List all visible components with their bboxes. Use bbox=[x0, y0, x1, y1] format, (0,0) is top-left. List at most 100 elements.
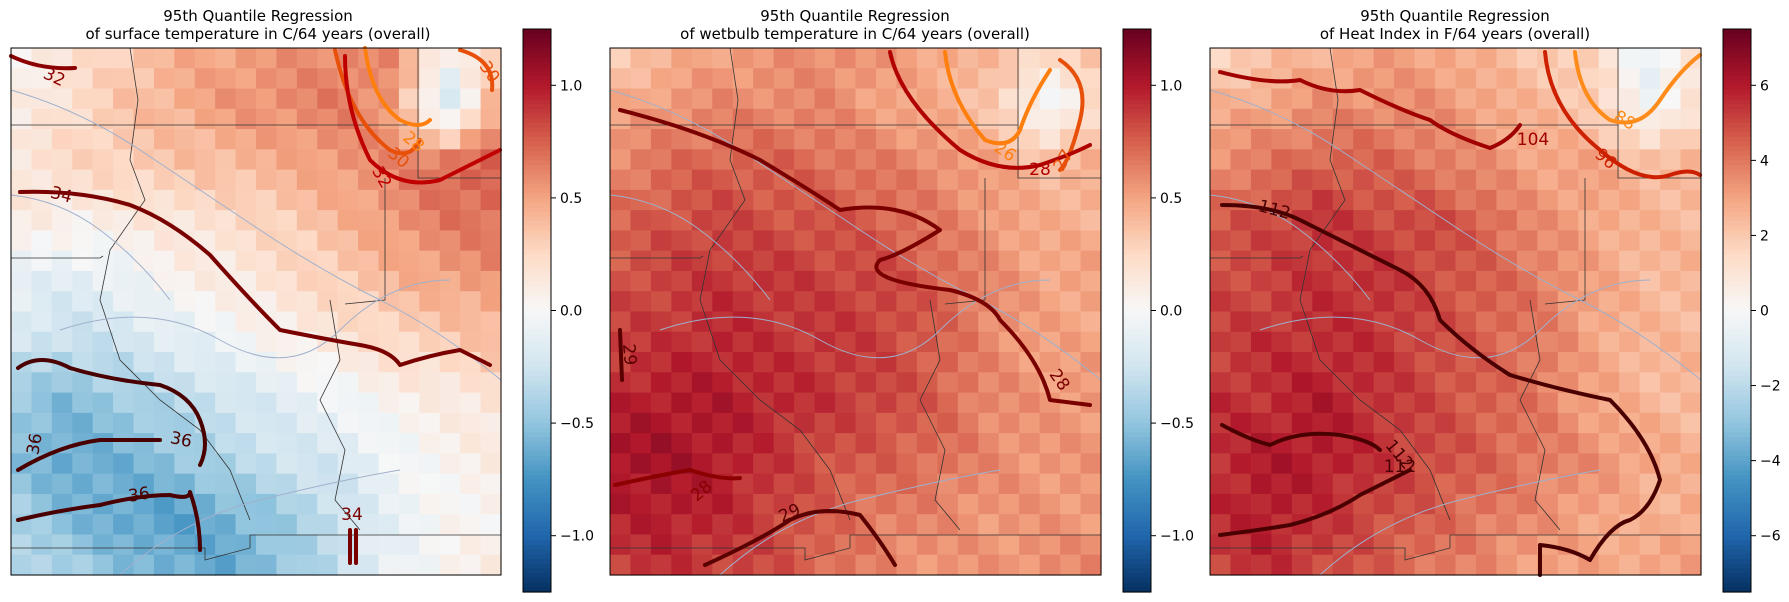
heatmap-cell bbox=[855, 68, 877, 90]
heatmap-cell bbox=[358, 169, 380, 191]
colorbar-segment bbox=[1723, 423, 1751, 429]
heatmap-cell bbox=[1455, 554, 1477, 576]
heatmap-cell bbox=[317, 433, 339, 454]
heatmap-cell bbox=[1578, 250, 1600, 272]
heatmap-cell bbox=[1353, 68, 1375, 90]
heatmap-cell bbox=[113, 169, 135, 191]
heatmap-cell bbox=[814, 412, 836, 434]
heatmap-cell bbox=[794, 129, 816, 150]
colorbar-segment bbox=[1123, 85, 1151, 91]
colorbar-segment bbox=[1123, 329, 1151, 335]
heatmap-cell bbox=[1680, 392, 1702, 414]
heatmap-cell bbox=[235, 473, 257, 495]
heatmap-cell bbox=[1312, 372, 1334, 394]
colorbar-tick-label: −0.5 bbox=[1160, 416, 1194, 432]
heatmap-cell bbox=[358, 453, 380, 475]
colorbar-segment bbox=[1123, 216, 1151, 222]
colorbar-segment bbox=[523, 470, 551, 476]
colorbar-segment bbox=[523, 587, 551, 593]
heatmap-cell bbox=[113, 68, 135, 90]
heatmap-cell bbox=[72, 311, 94, 333]
colorbar-segment bbox=[1723, 352, 1751, 359]
heatmap-cell bbox=[1537, 149, 1559, 171]
state-border bbox=[1210, 534, 1701, 561]
heatmap-cell bbox=[1332, 352, 1354, 373]
colorbar-segment bbox=[1723, 85, 1751, 91]
heatmap-cell bbox=[1060, 270, 1082, 292]
colorbar-segment bbox=[1123, 188, 1151, 194]
heatmap-cell bbox=[174, 453, 196, 475]
heatmap-cell bbox=[1660, 514, 1682, 536]
heatmap-cell bbox=[855, 291, 877, 313]
heatmap-cell bbox=[317, 129, 339, 150]
heatmap-cell bbox=[1660, 230, 1682, 252]
heatmap-cell bbox=[153, 412, 175, 434]
heatmap-cell bbox=[398, 189, 420, 211]
heatmap-cell bbox=[691, 210, 713, 232]
contour-label: 29 bbox=[618, 343, 640, 366]
heatmap-cell bbox=[1230, 129, 1252, 150]
heatmap-cell bbox=[916, 392, 938, 414]
heatmap-cell bbox=[153, 88, 175, 110]
contour-line bbox=[943, 50, 1052, 146]
colorbar-segment bbox=[1723, 582, 1751, 588]
heatmap-cell bbox=[957, 352, 979, 373]
colorbar-segment bbox=[523, 136, 551, 143]
heatmap-cell bbox=[460, 493, 482, 515]
colorbar-segment bbox=[1123, 305, 1151, 312]
heatmap-cell bbox=[671, 149, 693, 171]
heatmap-cell bbox=[194, 230, 216, 252]
heatmap-cell bbox=[875, 210, 898, 232]
heatmap-cell bbox=[153, 169, 175, 191]
heatmap-cell bbox=[794, 433, 816, 454]
colorbar-segment bbox=[1723, 404, 1751, 410]
contour-label: 36 bbox=[127, 483, 152, 506]
heatmap-cell bbox=[1373, 108, 1395, 130]
colorbar-segment bbox=[1723, 545, 1751, 551]
heatmap-cell bbox=[1250, 554, 1272, 576]
heatmap-cell bbox=[855, 311, 877, 333]
state-border bbox=[610, 255, 704, 259]
heatmap-cell bbox=[419, 68, 441, 90]
heatmap-cell bbox=[398, 68, 420, 90]
heatmap-cell bbox=[1496, 250, 1518, 272]
heatmap-cell bbox=[215, 230, 237, 252]
heatmap-cell bbox=[1414, 250, 1436, 272]
heatmap-cell bbox=[1019, 473, 1041, 495]
heatmap-cell bbox=[133, 554, 155, 576]
heatmap-cell bbox=[1230, 473, 1252, 495]
heatmap-cell bbox=[1455, 514, 1477, 536]
heatmap-cell bbox=[610, 88, 632, 110]
heatmap-cell bbox=[1332, 189, 1354, 211]
colorbar-segment bbox=[523, 301, 551, 307]
colorbar-segment bbox=[523, 577, 551, 584]
heatmap-cell bbox=[1496, 412, 1518, 434]
heatmap-cell bbox=[732, 189, 754, 211]
heatmap-cell bbox=[235, 392, 257, 414]
heatmap-cell bbox=[1210, 169, 1232, 191]
colorbar-segment bbox=[523, 324, 551, 330]
heatmap-cell bbox=[691, 230, 713, 252]
heatmap-cell bbox=[855, 48, 877, 69]
heatmap-cell bbox=[896, 129, 918, 150]
heatmap-cell bbox=[1435, 331, 1457, 353]
colorbar-segment bbox=[523, 310, 551, 316]
heatmap-cell bbox=[317, 48, 339, 69]
heatmap-cell bbox=[835, 250, 857, 272]
heatmap-cell bbox=[296, 433, 318, 454]
heatmap-cell bbox=[1660, 352, 1682, 373]
heatmap-cell bbox=[1353, 352, 1375, 373]
heatmap-cell bbox=[1080, 311, 1102, 333]
heatmap-cell bbox=[215, 534, 237, 556]
colorbar-segment bbox=[1123, 535, 1151, 541]
heatmap-cell bbox=[1353, 453, 1375, 475]
heatmap-cell bbox=[51, 68, 73, 90]
heatmap-cell bbox=[1537, 554, 1559, 576]
heatmap-cell bbox=[1557, 493, 1579, 515]
state-border bbox=[1617, 125, 1701, 179]
heatmap-cell bbox=[630, 230, 652, 252]
heatmap-cell bbox=[133, 534, 155, 556]
colorbar-segment bbox=[1723, 512, 1751, 518]
heatmap-cell bbox=[1639, 291, 1661, 313]
heatmap-cell bbox=[235, 453, 257, 475]
